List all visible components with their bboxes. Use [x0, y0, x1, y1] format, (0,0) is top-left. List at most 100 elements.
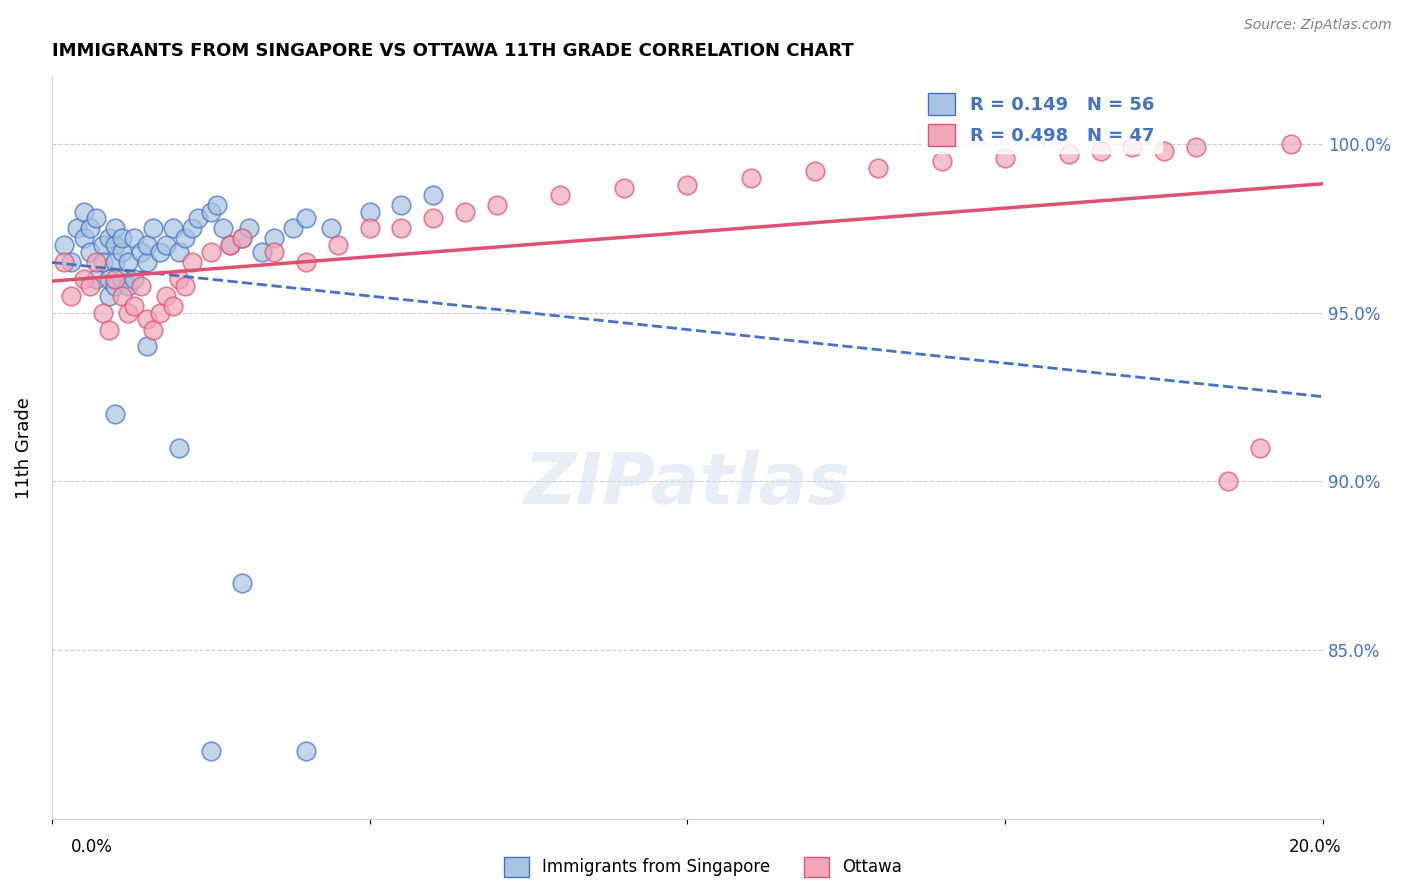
Point: [676, 178, 699, 192]
Point: [97, 322, 120, 336]
Point: [454, 204, 477, 219]
Point: [422, 211, 444, 226]
Point: [167, 441, 190, 455]
Point: [187, 211, 209, 226]
Point: [200, 744, 222, 758]
Point: [218, 238, 240, 252]
Point: [359, 204, 381, 219]
Point: [79, 244, 101, 259]
Legend: Immigrants from Singapore, Ottawa: Immigrants from Singapore, Ottawa: [498, 850, 908, 884]
Point: [167, 272, 190, 286]
Point: [142, 221, 165, 235]
Point: [79, 278, 101, 293]
Point: [422, 187, 444, 202]
Point: [389, 221, 412, 235]
Point: [180, 255, 202, 269]
Point: [117, 255, 139, 269]
Point: [231, 575, 253, 590]
Point: [389, 198, 412, 212]
Point: [104, 272, 127, 286]
Point: [205, 198, 228, 212]
Point: [66, 221, 89, 235]
Point: [155, 238, 177, 252]
Point: [104, 221, 127, 235]
Point: [868, 161, 890, 175]
Point: [359, 221, 381, 235]
Point: [1057, 147, 1080, 161]
Point: [59, 289, 82, 303]
Point: [263, 244, 285, 259]
Point: [283, 221, 305, 235]
Point: [231, 231, 253, 245]
Point: [174, 278, 197, 293]
Y-axis label: 11th Grade: 11th Grade: [15, 397, 32, 499]
Point: [1279, 136, 1302, 151]
Point: [53, 238, 76, 252]
Point: [84, 272, 107, 286]
Point: [104, 238, 127, 252]
Point: [91, 255, 114, 269]
Text: IMMIGRANTS FROM SINGAPORE VS OTTAWA 11TH GRADE CORRELATION CHART: IMMIGRANTS FROM SINGAPORE VS OTTAWA 11TH…: [52, 42, 853, 60]
Point: [740, 170, 762, 185]
Point: [149, 306, 172, 320]
Point: [149, 244, 172, 259]
Point: [295, 211, 318, 226]
Point: [104, 407, 127, 421]
Point: [613, 181, 636, 195]
Point: [79, 221, 101, 235]
Point: [142, 322, 165, 336]
Point: [1090, 144, 1112, 158]
Point: [124, 231, 146, 245]
Point: [136, 339, 159, 353]
Point: [129, 278, 152, 293]
Point: [104, 255, 127, 269]
Point: [162, 221, 184, 235]
Point: [104, 278, 127, 293]
Point: [238, 221, 260, 235]
Point: [97, 272, 120, 286]
Point: [84, 211, 107, 226]
Text: 0.0%: 0.0%: [70, 838, 112, 855]
Point: [212, 221, 235, 235]
Point: [117, 306, 139, 320]
Point: [136, 255, 159, 269]
Text: ZIPatlas: ZIPatlas: [524, 450, 851, 519]
Point: [155, 289, 177, 303]
Point: [111, 244, 134, 259]
Point: [550, 187, 572, 202]
Point: [218, 238, 240, 252]
Point: [1216, 475, 1239, 489]
Point: [180, 221, 202, 235]
Point: [136, 312, 159, 326]
Point: [485, 198, 508, 212]
Point: [174, 231, 197, 245]
Point: [803, 164, 825, 178]
Point: [111, 231, 134, 245]
Point: [59, 255, 82, 269]
Point: [124, 299, 146, 313]
Point: [1249, 441, 1271, 455]
Point: [167, 244, 190, 259]
Point: [124, 272, 146, 286]
Point: [1185, 140, 1208, 154]
Point: [129, 244, 152, 259]
Text: Source: ZipAtlas.com: Source: ZipAtlas.com: [1244, 18, 1392, 32]
Point: [263, 231, 285, 245]
Point: [97, 231, 120, 245]
Legend: R = 0.149   N = 56, R = 0.498   N = 47: R = 0.149 N = 56, R = 0.498 N = 47: [921, 86, 1161, 153]
Point: [994, 151, 1017, 165]
Text: 20.0%: 20.0%: [1288, 838, 1341, 855]
Point: [231, 231, 253, 245]
Point: [326, 238, 349, 252]
Point: [72, 204, 94, 219]
Point: [200, 204, 222, 219]
Point: [53, 255, 76, 269]
Point: [295, 744, 318, 758]
Point: [136, 238, 159, 252]
Point: [200, 244, 222, 259]
Point: [84, 255, 107, 269]
Point: [72, 272, 94, 286]
Point: [1153, 144, 1175, 158]
Point: [91, 306, 114, 320]
Point: [295, 255, 318, 269]
